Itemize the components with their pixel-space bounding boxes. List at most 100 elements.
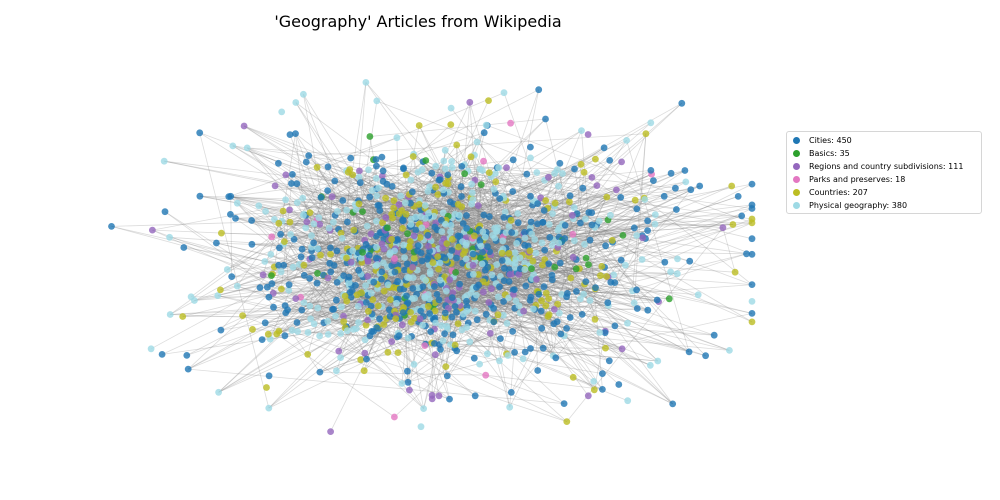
node-cities	[611, 322, 619, 330]
node-cities	[748, 310, 756, 317]
graph-edge	[292, 174, 513, 192]
node-physical	[337, 354, 344, 361]
node-cities	[661, 258, 669, 266]
node-countries	[379, 219, 386, 227]
node-layer	[108, 79, 756, 435]
node-regions	[316, 221, 324, 228]
node-cities	[748, 250, 756, 258]
graph-edge	[407, 382, 424, 409]
node-cities	[748, 180, 756, 188]
node-cities	[268, 280, 276, 288]
node-countries	[337, 229, 345, 237]
node-physical	[646, 361, 654, 369]
node-countries	[728, 182, 736, 190]
node-regions	[240, 122, 248, 130]
node-physical	[748, 298, 756, 305]
node-cities	[400, 247, 408, 254]
graph-edge	[376, 165, 575, 170]
node-regions	[446, 276, 454, 284]
graph-edge	[558, 242, 568, 294]
node-cities	[527, 293, 535, 301]
graph-edge	[199, 195, 404, 217]
graph-edge	[457, 173, 496, 217]
graph-edge	[309, 235, 461, 279]
node-physical	[420, 405, 427, 412]
node-countries	[392, 315, 400, 322]
graph-edge	[340, 333, 658, 362]
node-physical	[357, 254, 365, 262]
node-countries	[275, 219, 283, 227]
node-physical	[490, 186, 498, 193]
graph-edge	[476, 170, 652, 296]
node-physical	[531, 236, 539, 243]
node-countries	[350, 226, 358, 234]
node-cities	[378, 275, 385, 283]
graph-edge	[456, 181, 686, 313]
graph-edge	[296, 183, 447, 292]
node-cities	[748, 235, 756, 243]
node-cities	[374, 202, 382, 209]
node-countries	[432, 183, 439, 191]
graph-edge	[321, 189, 444, 198]
graph-edge	[324, 196, 333, 276]
legend-item-cities: Cities: 450	[793, 134, 977, 147]
graph-edge	[351, 263, 409, 383]
graph-edge	[170, 141, 478, 315]
node-regions	[367, 230, 375, 238]
node-physical	[271, 216, 278, 223]
graph-edge	[304, 213, 434, 217]
graph-edge	[423, 257, 457, 409]
graph-edge	[307, 221, 348, 355]
graph-edge	[220, 266, 275, 331]
node-cities	[331, 177, 339, 185]
node-cities	[496, 195, 504, 203]
node-physical	[352, 325, 360, 332]
node-basics	[359, 249, 366, 256]
node-countries	[300, 261, 308, 269]
node-physical	[255, 202, 263, 210]
node-countries	[454, 320, 462, 327]
graph-edge	[152, 229, 359, 323]
node-countries	[461, 247, 469, 254]
node-physical	[373, 243, 380, 251]
graph-edge	[273, 210, 381, 294]
node-cities	[456, 280, 463, 288]
graph-edge	[454, 232, 507, 307]
graph-edge	[536, 263, 549, 292]
graph-edge	[346, 170, 472, 205]
node-physical	[505, 294, 512, 302]
node-physical	[324, 331, 332, 338]
node-physical	[477, 242, 485, 250]
node-physical	[468, 180, 475, 188]
node-cities	[425, 252, 432, 260]
graph-edge	[329, 163, 582, 231]
node-countries	[748, 318, 756, 326]
graph-edge	[378, 187, 484, 216]
node-regions	[439, 244, 447, 252]
node-physical	[407, 220, 415, 228]
node-physical	[521, 266, 529, 273]
graph-edge	[485, 374, 603, 390]
graph-edge	[373, 331, 415, 365]
graph-edge	[359, 170, 516, 309]
node-physical	[418, 224, 426, 232]
node-cities	[566, 192, 574, 200]
node-cities	[748, 205, 756, 212]
node-physical	[471, 307, 479, 315]
node-cities	[289, 171, 296, 178]
node-physical	[442, 220, 449, 228]
node-cities	[248, 217, 256, 224]
graph-edge	[431, 218, 753, 344]
node-physical	[505, 223, 513, 230]
node-regions	[537, 194, 545, 202]
graph-edge	[303, 94, 383, 223]
node-cities	[386, 306, 393, 314]
graph-edge	[442, 189, 499, 298]
graph-edge	[376, 173, 527, 197]
node-cities	[277, 230, 284, 238]
node-physical	[215, 388, 223, 396]
node-cities	[376, 207, 384, 214]
node-countries	[355, 200, 363, 208]
graph-edge	[495, 173, 658, 301]
graph-edge	[264, 227, 422, 262]
